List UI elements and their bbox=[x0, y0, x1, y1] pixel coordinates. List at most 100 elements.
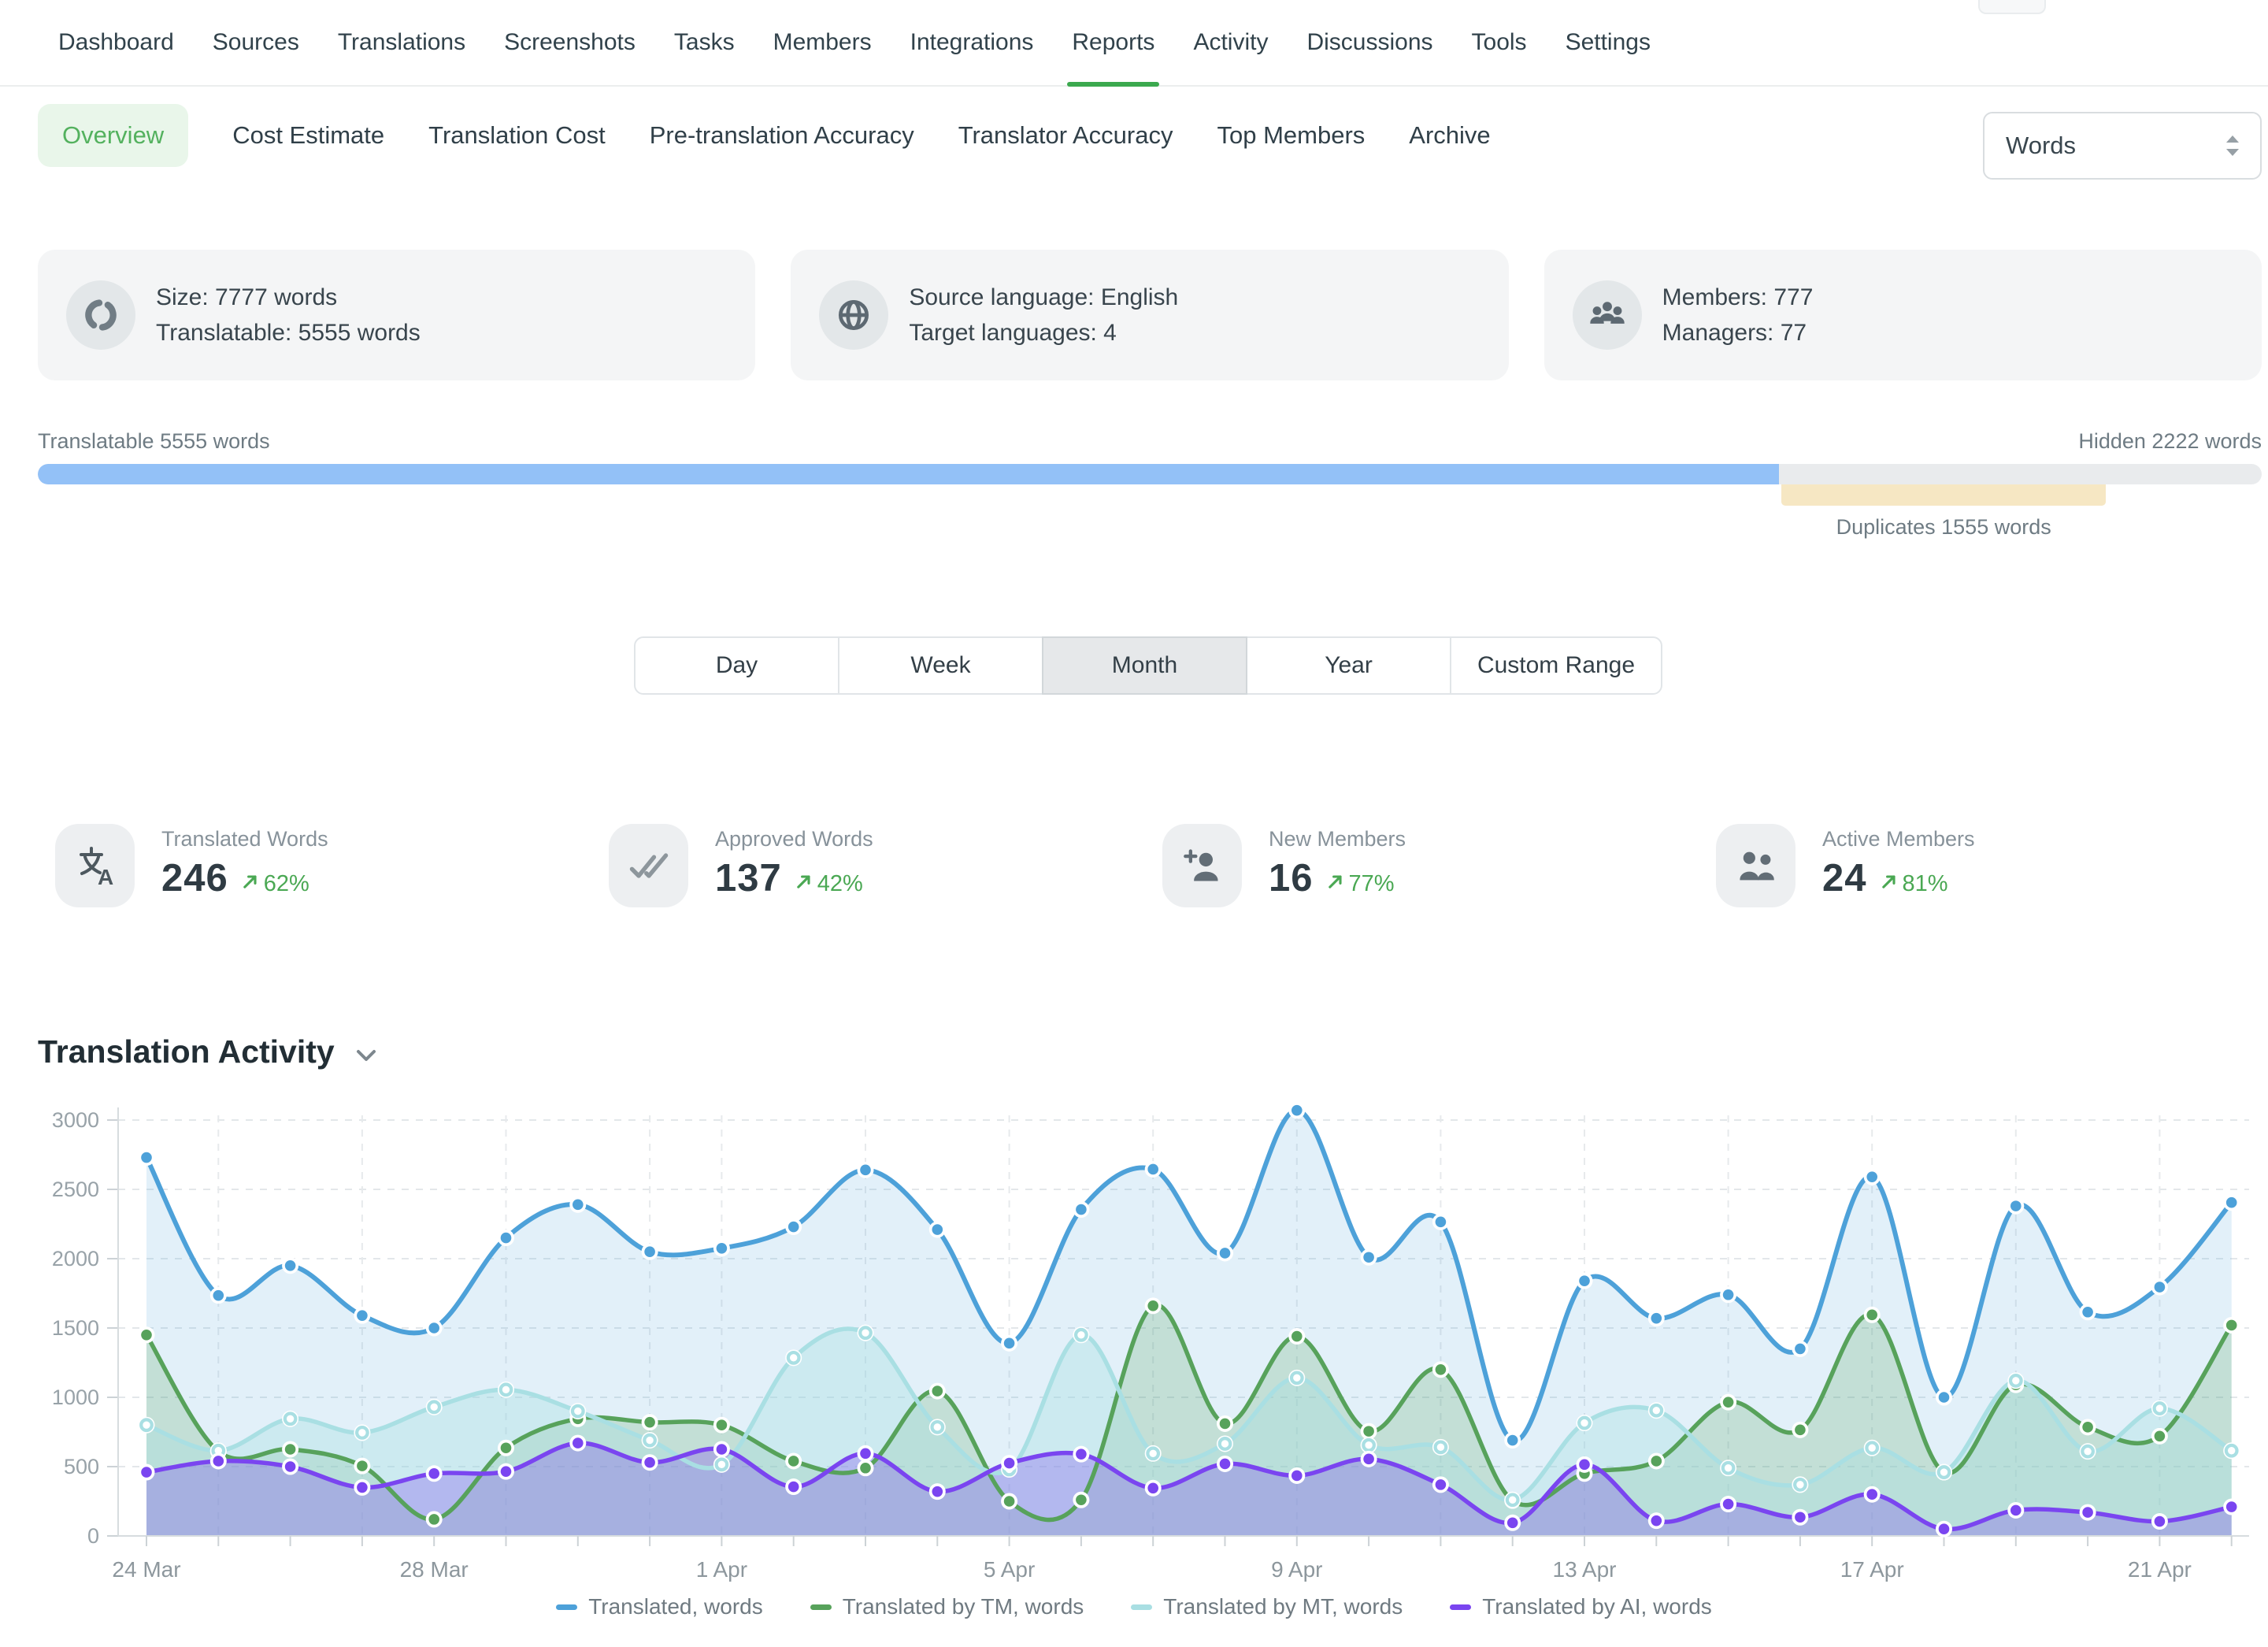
svg-text:21 Apr: 21 Apr bbox=[2128, 1557, 2192, 1582]
range-tab-year[interactable]: Year bbox=[1246, 636, 1451, 695]
nav-item-integrations[interactable]: Integrations bbox=[910, 0, 1034, 85]
nav-item-members[interactable]: Members bbox=[773, 0, 872, 85]
translatable-label: Translatable 5555 words bbox=[38, 429, 270, 454]
stat-value: 24 bbox=[1822, 856, 1867, 900]
nav-item-sources[interactable]: Sources bbox=[213, 0, 299, 85]
stat-active-members: Active Members 24 81% bbox=[1716, 824, 1975, 907]
svg-text:500: 500 bbox=[64, 1455, 99, 1478]
nav-item-settings[interactable]: Settings bbox=[1566, 0, 1651, 85]
translation-activity-chart: 05001000150020002500300024 Mar28 Mar1 Ap… bbox=[0, 1087, 2268, 1647]
card-line: Members: 777 bbox=[1662, 280, 1814, 315]
subnav-item-top-members[interactable]: Top Members bbox=[1217, 104, 1365, 167]
stat-text: Active Members 24 81% bbox=[1822, 824, 1975, 907]
chevron-down-icon[interactable] bbox=[355, 1048, 377, 1063]
legend-swatch bbox=[556, 1604, 577, 1610]
svg-text:A: A bbox=[98, 865, 113, 888]
card-line: Target languages: 4 bbox=[909, 315, 1178, 351]
stat-value: 16 bbox=[1269, 856, 1314, 900]
nav-item-activity[interactable]: Activity bbox=[1193, 0, 1268, 85]
nav-item-translations[interactable]: Translations bbox=[338, 0, 465, 85]
legend-item-translated-words[interactable]: Translated, words bbox=[556, 1594, 763, 1619]
donut-icon bbox=[66, 280, 135, 350]
summary-card-3: Members: 777Managers: 77 bbox=[1544, 250, 2262, 380]
stat-text: Approved Words 137 42% bbox=[715, 824, 873, 907]
unit-select-value: Words bbox=[2006, 132, 2076, 160]
legend-swatch bbox=[1450, 1604, 1471, 1610]
duplicates-bar bbox=[1781, 484, 2106, 506]
section-title: Translation Activity bbox=[38, 1033, 335, 1070]
range-tab-month[interactable]: Month bbox=[1042, 636, 1247, 695]
range-tab-custom-range[interactable]: Custom Range bbox=[1450, 636, 1662, 695]
trend-up-icon bbox=[241, 871, 264, 897]
svg-text:2000: 2000 bbox=[52, 1247, 99, 1270]
stat-approved-words: Approved Words 137 42% bbox=[609, 824, 873, 907]
legend-label: Translated by MT, words bbox=[1163, 1594, 1403, 1619]
stat-change: 81% bbox=[1880, 871, 1948, 897]
stat-label: New Members bbox=[1269, 827, 1406, 851]
nav-item-tools[interactable]: Tools bbox=[1472, 0, 1527, 85]
nav-item-screenshots[interactable]: Screenshots bbox=[504, 0, 636, 85]
section-head: Translation Activity bbox=[38, 1033, 377, 1070]
progress-labels: Translatable 5555 words Hidden 2222 word… bbox=[38, 429, 2262, 454]
reports-subnav: Overview Cost Estimate Translation Cost Pre… bbox=[0, 88, 2268, 183]
stat-new-members: New Members 16 77% bbox=[1162, 824, 1406, 907]
legend-label: Translated by TM, words bbox=[843, 1594, 1084, 1619]
members-icon bbox=[1573, 280, 1642, 350]
stat-change: 42% bbox=[795, 871, 863, 897]
card-line: Managers: 77 bbox=[1662, 315, 1814, 351]
svg-text:5 Apr: 5 Apr bbox=[984, 1557, 1035, 1582]
subnav-item-archive[interactable]: Archive bbox=[1409, 104, 1490, 167]
legend-swatch bbox=[1131, 1604, 1152, 1610]
range-tab-week[interactable]: Week bbox=[838, 636, 1043, 695]
stat-translated-words: A Translated Words24662% bbox=[55, 824, 328, 907]
nav-item-dashboard[interactable]: Dashboard bbox=[58, 0, 174, 85]
translatable-progress-fill bbox=[38, 464, 1779, 484]
stat-label: Approved Words bbox=[715, 827, 873, 851]
trend-up-icon bbox=[1880, 871, 1903, 897]
card-text: Size: 7777 wordsTranslatable: 5555 words bbox=[156, 280, 421, 351]
summary-card-2: Source language: EnglishTarget languages… bbox=[791, 250, 1508, 380]
double-check-icon bbox=[609, 824, 688, 907]
nav-item-tasks[interactable]: Tasks bbox=[674, 0, 735, 85]
svg-text:1000: 1000 bbox=[52, 1385, 99, 1409]
translate-icon: A bbox=[55, 824, 135, 907]
stat-label: Translated Words bbox=[161, 827, 328, 851]
legend-item-translated-by-mt-words[interactable]: Translated by MT, words bbox=[1131, 1594, 1403, 1619]
top-navigation: Dashboard Sources Translations Screenshots T… bbox=[0, 0, 2268, 87]
svg-text:17 Apr: 17 Apr bbox=[1840, 1557, 1904, 1582]
duplicates-label: Duplicates 1555 words bbox=[1781, 515, 2106, 540]
svg-text:28 Mar: 28 Mar bbox=[400, 1557, 469, 1582]
legend-swatch bbox=[810, 1604, 832, 1610]
stat-text: Translated Words24662% bbox=[161, 824, 328, 907]
stat-value: 137 bbox=[715, 856, 782, 900]
subnav-item-pre-translation-accuracy[interactable]: Pre-translation Accuracy bbox=[650, 104, 914, 167]
range-tab-day[interactable]: Day bbox=[634, 636, 839, 695]
subnav-item-cost-estimate[interactable]: Cost Estimate bbox=[232, 104, 384, 167]
stat-label: Active Members bbox=[1822, 827, 1975, 851]
summary-cards: Size: 7777 wordsTranslatable: 5555 words… bbox=[38, 250, 2262, 380]
legend-item-translated-by-ai-words[interactable]: Translated by AI, words bbox=[1450, 1594, 1712, 1619]
unit-select[interactable]: Words bbox=[1983, 112, 2262, 180]
svg-text:1500: 1500 bbox=[52, 1316, 99, 1340]
chart-legend: Translated, words Translated by TM, words… bbox=[0, 1594, 2268, 1619]
card-line: Source language: English bbox=[909, 280, 1178, 315]
svg-text:2500: 2500 bbox=[52, 1178, 99, 1201]
legend-label: Translated by AI, words bbox=[1482, 1594, 1712, 1619]
svg-text:13 Apr: 13 Apr bbox=[1553, 1557, 1617, 1582]
card-text: Members: 777Managers: 77 bbox=[1662, 280, 1814, 351]
words-progress-track bbox=[38, 464, 2262, 484]
subnav-item-translator-accuracy[interactable]: Translator Accuracy bbox=[958, 104, 1173, 167]
subnav-item-translation-cost[interactable]: Translation Cost bbox=[428, 104, 606, 167]
date-range-tabs: DayWeekMonthYearCustom Range bbox=[634, 636, 1662, 695]
legend-item-translated-by-tm-words[interactable]: Translated by TM, words bbox=[810, 1594, 1084, 1619]
stat-text: New Members 16 77% bbox=[1269, 824, 1406, 907]
trend-up-icon bbox=[1326, 871, 1349, 897]
hidden-label: Hidden 2222 words bbox=[2078, 429, 2262, 454]
stat-change: 77% bbox=[1326, 871, 1395, 897]
nav-item-discussions[interactable]: Discussions bbox=[1306, 0, 1432, 85]
nav-item-reports[interactable]: Reports bbox=[1072, 0, 1154, 85]
subnav-item-overview[interactable]: Overview bbox=[38, 104, 188, 167]
legend-label: Translated, words bbox=[588, 1594, 763, 1619]
card-line: Size: 7777 words bbox=[156, 280, 421, 315]
stat-change: 62% bbox=[241, 871, 309, 897]
